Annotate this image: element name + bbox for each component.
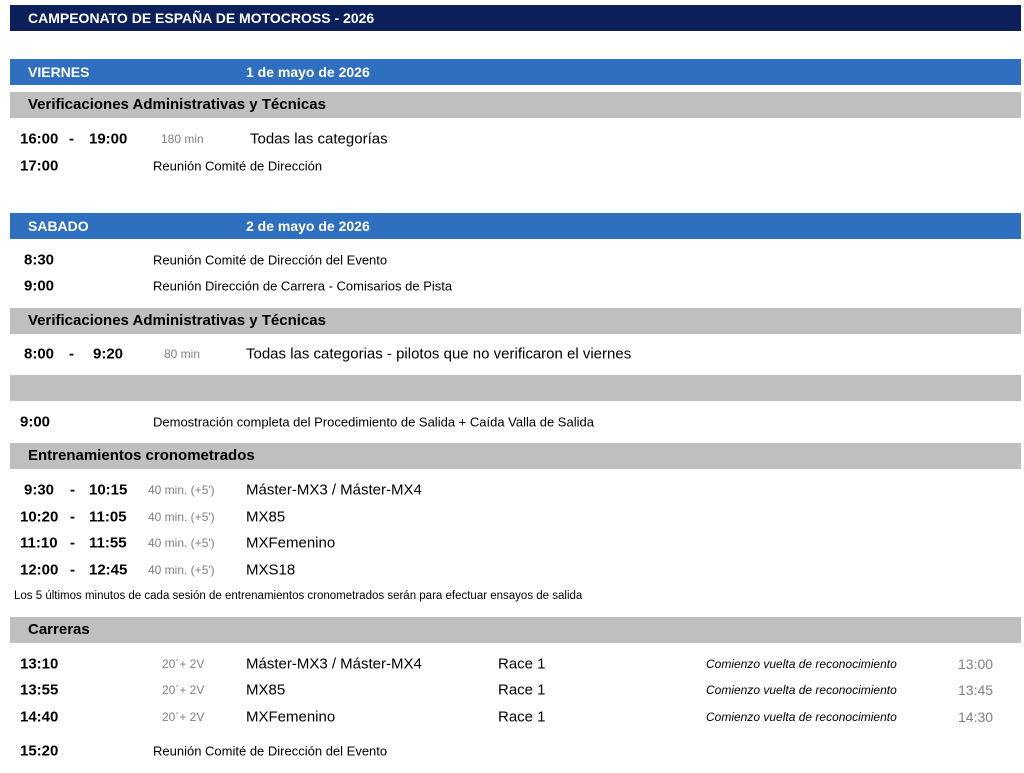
race-time: 13:55 bbox=[20, 681, 59, 699]
page-title: CAMPEONATO DE ESPAÑA DE MOTOCROSS - 2026 bbox=[10, 5, 1021, 31]
end-time: 12:45 bbox=[89, 561, 128, 579]
separator: - bbox=[70, 561, 75, 579]
separator: - bbox=[70, 481, 75, 499]
training-note: Los 5 últimos minutos de cada sesión de … bbox=[14, 590, 583, 602]
end-time: 11:55 bbox=[89, 534, 127, 552]
recon-note: Comienzo vuelta de reconocimiento bbox=[706, 657, 897, 671]
duration: 80 min bbox=[164, 347, 201, 361]
day-name: VIERNES bbox=[28, 64, 90, 80]
section-entrenamientos: Entrenamientos cronometrados bbox=[10, 443, 1021, 469]
start-time: 10:20 bbox=[20, 508, 59, 526]
description: Reunión Comité de Dirección del Evento bbox=[153, 252, 388, 268]
race-label: Race 1 bbox=[498, 681, 546, 699]
description: Reunión Comité de Dirección del Evento bbox=[153, 743, 388, 759]
duration: 20´+ 2V bbox=[162, 657, 205, 671]
category: Máster-MX3 / Máster-MX4 bbox=[246, 655, 422, 673]
end-time: 10:15 bbox=[89, 481, 128, 499]
start-time: 12:00 bbox=[20, 561, 59, 579]
empty-section-bar bbox=[10, 375, 1021, 401]
separator: - bbox=[69, 130, 74, 148]
time: 9:00 bbox=[24, 277, 55, 295]
duration: 180 min bbox=[161, 132, 204, 146]
description: Reunión Comité de Dirección bbox=[153, 158, 323, 174]
day-name: SABADO bbox=[28, 218, 89, 234]
duration: 40 min. (+5') bbox=[148, 563, 215, 577]
separator: - bbox=[70, 534, 75, 552]
description: Todas las categorías bbox=[250, 130, 388, 148]
duration: 20´+ 2V bbox=[162, 710, 205, 724]
start-time: 9:30 bbox=[24, 481, 55, 499]
day-header-viernes: VIERNES 1 de mayo de 2026 bbox=[10, 59, 1021, 85]
description: Todas las categorias - pilotos que no ve… bbox=[246, 345, 632, 363]
start-time: 8:00 bbox=[24, 345, 55, 363]
duration: 40 min. (+5') bbox=[148, 483, 215, 497]
category: MXFemenino bbox=[246, 534, 336, 552]
recon-time: 13:00 bbox=[958, 656, 994, 672]
time: 17:00 bbox=[20, 157, 59, 175]
day-header-sabado: SABADO 2 de mayo de 2026 bbox=[10, 213, 1021, 239]
category: MXS18 bbox=[246, 561, 296, 579]
day-date: 2 de mayo de 2026 bbox=[246, 218, 370, 234]
end-time: 11:05 bbox=[89, 508, 127, 526]
section-carreras: Carreras bbox=[10, 617, 1021, 643]
recon-note: Comienzo vuelta de reconocimiento bbox=[706, 710, 897, 724]
duration: 40 min. (+5') bbox=[148, 536, 215, 550]
description: Demostración completa del Procedimiento … bbox=[153, 414, 594, 430]
section-verificaciones: Verificaciones Administrativas y Técnica… bbox=[10, 92, 1021, 118]
duration: 40 min. (+5') bbox=[148, 510, 215, 524]
section-verificaciones: Verificaciones Administrativas y Técnica… bbox=[10, 308, 1021, 334]
end-time: 19:00 bbox=[89, 130, 128, 148]
race-label: Race 1 bbox=[498, 655, 546, 673]
time: 9:00 bbox=[20, 413, 51, 431]
separator: - bbox=[69, 345, 74, 363]
start-time: 11:10 bbox=[20, 534, 58, 552]
category: MX85 bbox=[246, 681, 286, 699]
description: Reunión Dirección de Carrera - Comisario… bbox=[153, 278, 453, 294]
day-date: 1 de mayo de 2026 bbox=[246, 64, 370, 80]
race-label: Race 1 bbox=[498, 708, 546, 726]
separator: - bbox=[70, 508, 75, 526]
race-time: 14:40 bbox=[20, 708, 59, 726]
category: MXFemenino bbox=[246, 708, 336, 726]
race-time: 13:10 bbox=[20, 655, 59, 673]
duration: 20´+ 2V bbox=[162, 683, 205, 697]
category: MX85 bbox=[246, 508, 286, 526]
start-time: 16:00 bbox=[20, 130, 59, 148]
time: 8:30 bbox=[24, 251, 55, 269]
recon-note: Comienzo vuelta de reconocimiento bbox=[706, 683, 897, 697]
category: Máster-MX3 / Máster-MX4 bbox=[246, 481, 422, 499]
recon-time: 14:30 bbox=[958, 709, 994, 725]
end-time: 9:20 bbox=[93, 345, 124, 363]
recon-time: 13:45 bbox=[958, 682, 994, 698]
time: 15:20 bbox=[20, 742, 59, 760]
